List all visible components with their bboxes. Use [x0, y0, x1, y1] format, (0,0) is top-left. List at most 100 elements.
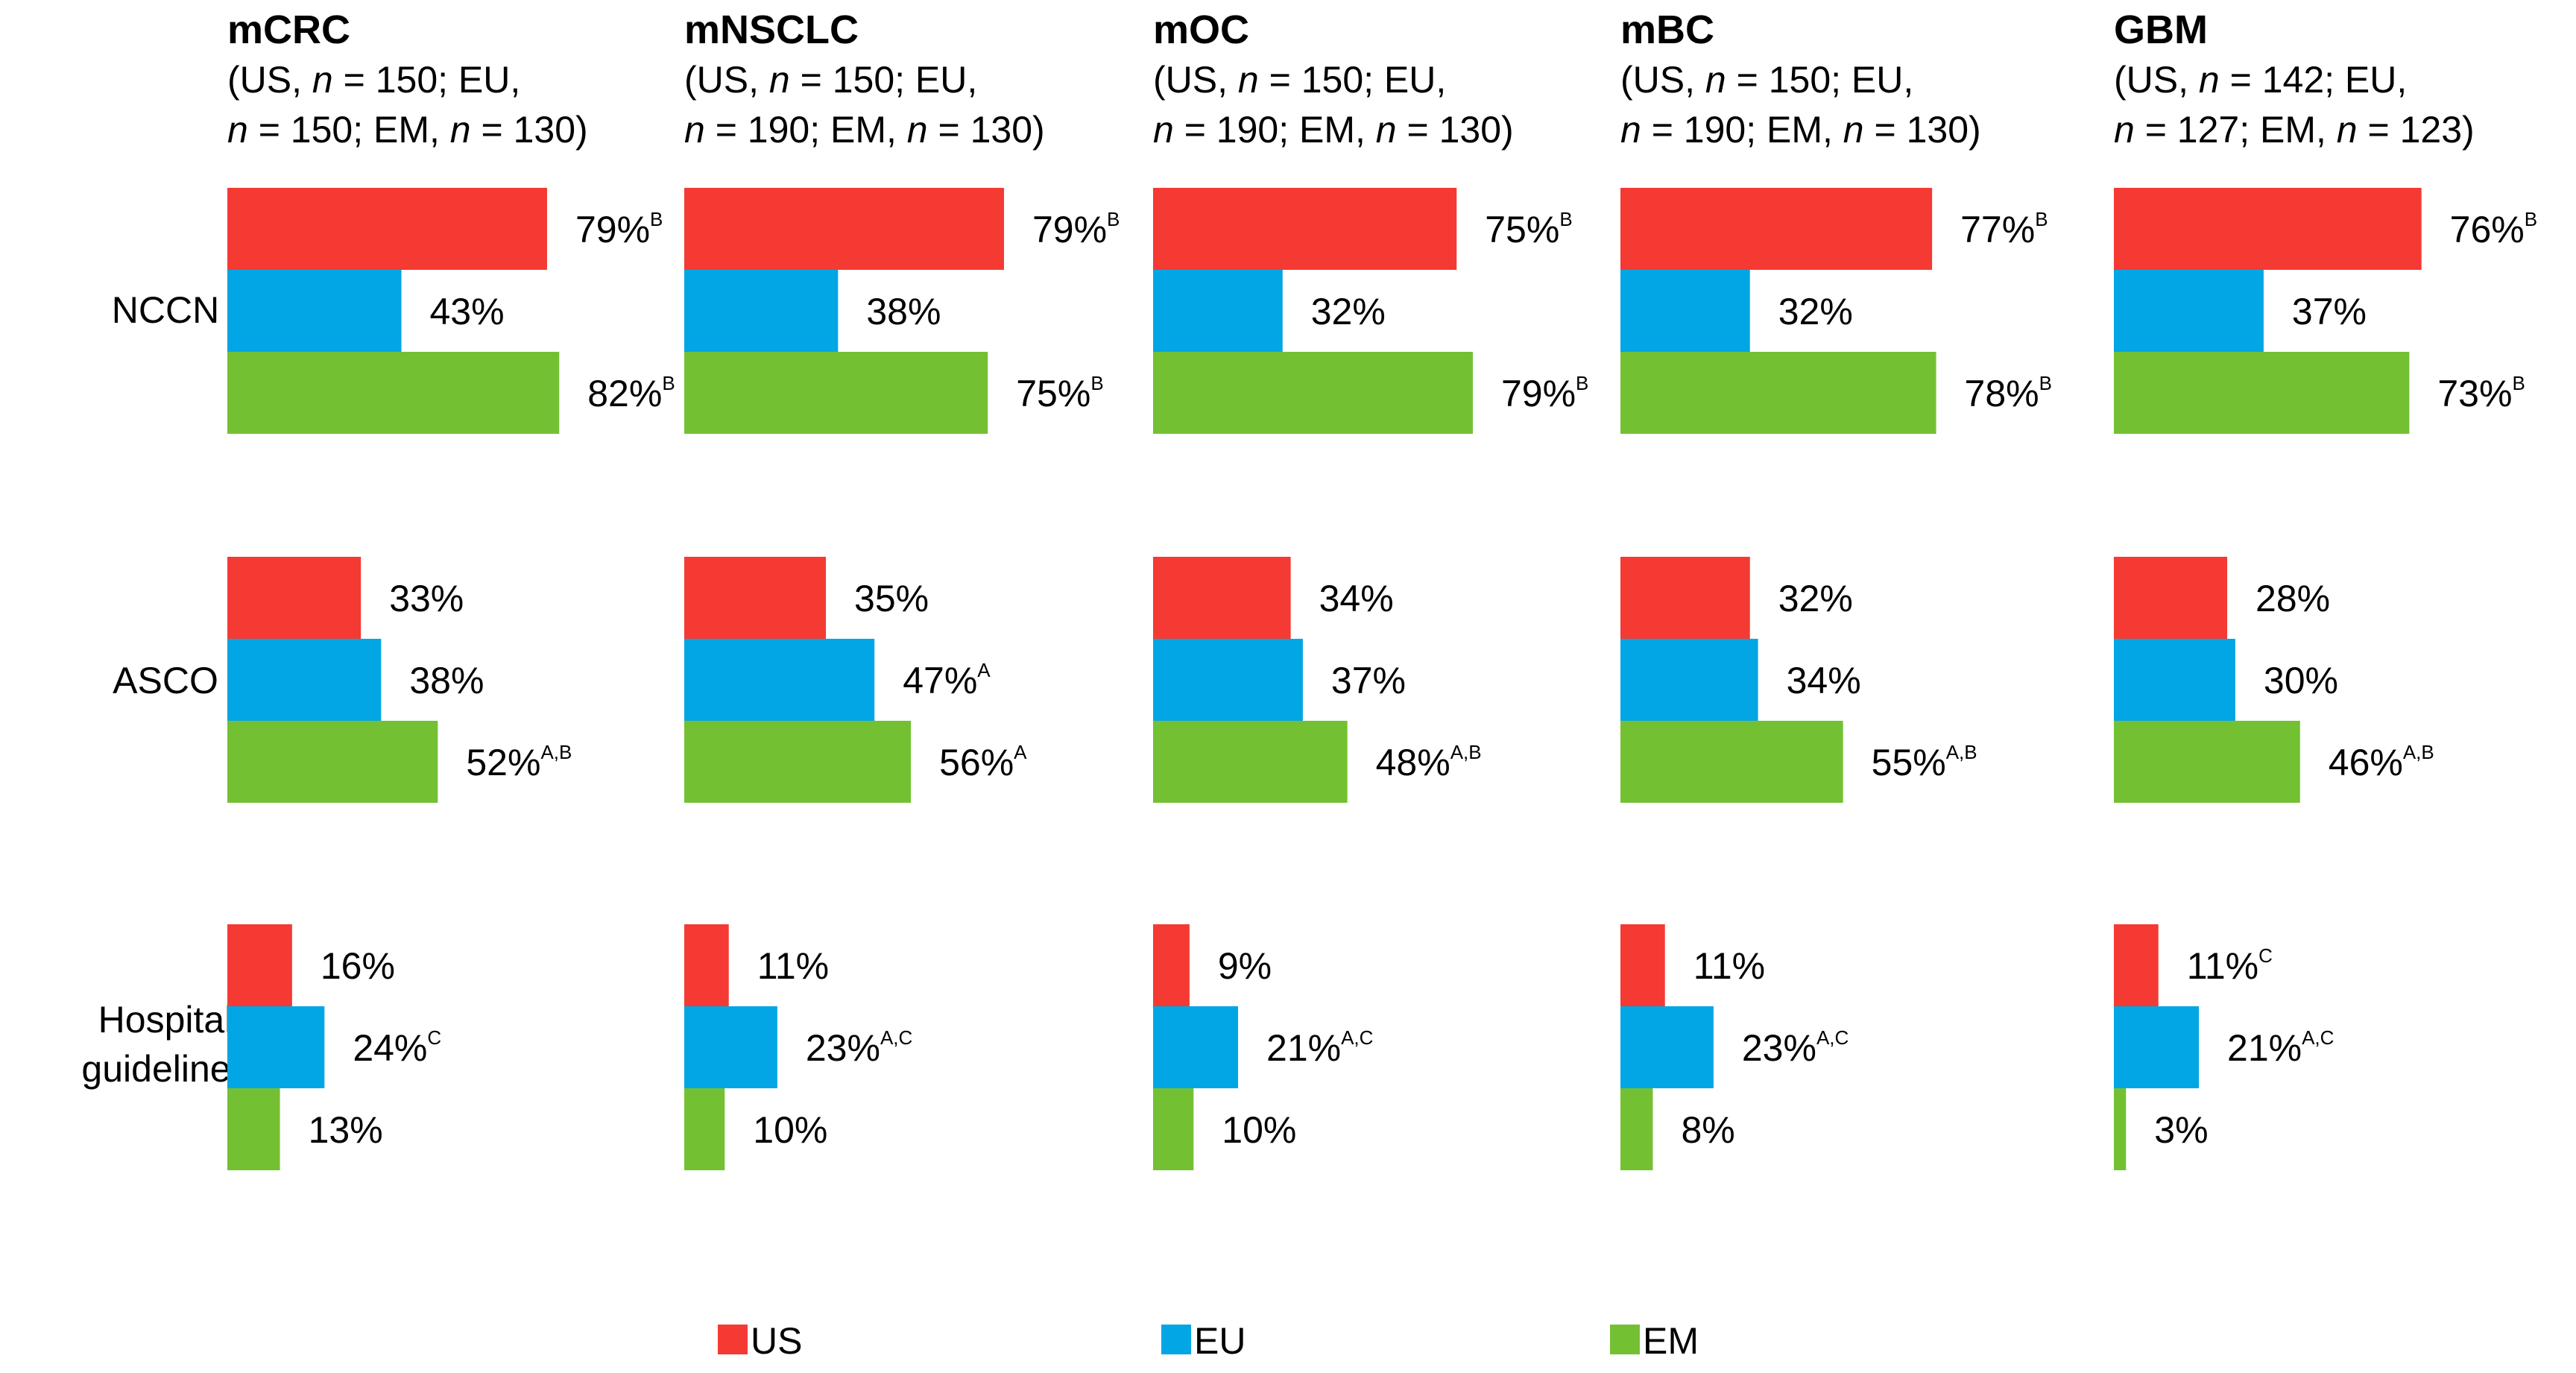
bar-em — [1620, 721, 1843, 803]
bar-em — [1620, 352, 1936, 434]
data-label: 79%B — [1501, 372, 1588, 414]
panel-title: mNSCLC — [684, 7, 859, 52]
panel-title: mBC — [1620, 7, 1714, 52]
bar-us — [1620, 924, 1665, 1006]
bar-em — [684, 721, 912, 803]
bar-eu — [2114, 639, 2235, 721]
data-label: 38% — [866, 291, 941, 332]
data-label: 82%B — [587, 372, 675, 414]
data-label: 11% — [757, 945, 829, 987]
data-label: 30% — [2264, 660, 2338, 701]
data-label: 37% — [1331, 660, 1406, 701]
bar-us — [227, 924, 292, 1006]
bar-us — [684, 188, 1004, 270]
bar-em — [1153, 352, 1473, 434]
data-label: 16% — [321, 945, 395, 987]
bar-em — [227, 721, 438, 803]
panel-subtitle-line: n = 190; EM, n = 130) — [684, 109, 1045, 151]
bar-us — [684, 924, 729, 1006]
legend-swatch-em — [1610, 1325, 1640, 1354]
data-label: 75%B — [1485, 208, 1572, 250]
bar-eu — [2114, 270, 2264, 352]
data-label: 10% — [1222, 1109, 1296, 1151]
bar-us — [1153, 188, 1457, 270]
data-label: 23%A,C — [806, 1026, 912, 1069]
data-label: 8% — [1681, 1109, 1734, 1151]
bar-em — [227, 1088, 280, 1170]
panel-subtitle-line: (US, n = 150; EU, — [1153, 59, 1446, 101]
panel-subtitle-line: (US, n = 142; EU, — [2114, 59, 2407, 101]
bar-us — [1620, 557, 1750, 639]
data-label: 56%A — [939, 741, 1027, 783]
data-label: 37% — [2292, 291, 2367, 332]
data-label: 78%B — [1965, 372, 2052, 414]
bar-us — [227, 557, 362, 639]
row-label-2: Hospital guidelines — [81, 999, 249, 1090]
panel-title: GBM — [2114, 7, 2208, 52]
data-label: 21%A,C — [1266, 1026, 1373, 1069]
bar-eu — [227, 639, 382, 721]
legend-label-em: EM — [1643, 1320, 1699, 1362]
panel-subtitle-line: (US, n = 150; EU, — [1620, 59, 1913, 101]
bar-us — [2114, 188, 2422, 270]
data-label: 35% — [854, 578, 929, 619]
data-label: 33% — [389, 578, 464, 619]
panel-subtitle-line: n = 150; EM, n = 130) — [227, 109, 588, 151]
bar-em — [2114, 1088, 2127, 1170]
data-label: 11%C — [2187, 944, 2273, 987]
bar-eu — [684, 1006, 777, 1088]
bar-eu — [227, 270, 402, 352]
bar-eu — [1153, 639, 1303, 721]
data-label: 32% — [1778, 291, 1853, 332]
bar-eu — [1620, 1006, 1714, 1088]
data-label: 3% — [2154, 1109, 2208, 1151]
data-label: 23%A,C — [1742, 1026, 1849, 1069]
data-label: 46%A,B — [2329, 741, 2434, 783]
data-label: 79%B — [1032, 208, 1120, 250]
bar-em — [2114, 352, 2410, 434]
data-label: 34% — [1319, 578, 1394, 619]
bar-eu — [1620, 270, 1750, 352]
data-label: 77%B — [1960, 208, 2048, 250]
data-label: 9% — [1218, 945, 1272, 987]
bar-eu — [1153, 270, 1283, 352]
bar-eu — [684, 270, 839, 352]
data-label: 28% — [2255, 578, 2330, 619]
data-label: 55%A,B — [1872, 741, 1977, 783]
panel-title: mOC — [1153, 7, 1249, 52]
data-label: 32% — [1311, 291, 1386, 332]
bar-us — [227, 188, 547, 270]
panel-subtitle-line: n = 190; EM, n = 130) — [1153, 109, 1514, 151]
bar-us — [1153, 924, 1190, 1006]
data-label: 32% — [1778, 578, 1853, 619]
data-label: 38% — [409, 660, 484, 701]
data-label: 34% — [1787, 660, 1861, 701]
data-label: 75%B — [1016, 372, 1103, 414]
legend-swatch-us — [718, 1325, 748, 1354]
panel-subtitle-line: n = 190; EM, n = 130) — [1620, 109, 1981, 151]
data-label: 52%A,B — [466, 741, 572, 783]
bar-eu — [1153, 1006, 1239, 1088]
bar-us — [2114, 557, 2228, 639]
bar-us — [684, 557, 827, 639]
data-label: 79%B — [575, 208, 663, 250]
bar-em — [227, 352, 560, 434]
bar-em — [684, 352, 988, 434]
bar-eu — [684, 639, 875, 721]
bar-em — [1153, 1088, 1194, 1170]
data-label: 73%B — [2437, 372, 2525, 414]
data-label: 24%C — [353, 1026, 441, 1069]
bar-us — [1153, 557, 1291, 639]
bar-eu — [227, 1006, 325, 1088]
bar-eu — [2114, 1006, 2200, 1088]
panel-subtitle-line: n = 127; EM, n = 123) — [2114, 109, 2475, 151]
bar-eu — [1620, 639, 1758, 721]
data-label: 10% — [753, 1109, 827, 1151]
data-label: 48%A,B — [1376, 741, 1482, 783]
row-label-1: ASCO — [113, 660, 218, 701]
data-label: 47%A — [903, 659, 991, 701]
data-label: 13% — [309, 1109, 383, 1151]
legend-label-us: US — [751, 1320, 802, 1362]
legend-label-eu: EU — [1194, 1320, 1246, 1362]
bar-em — [2114, 721, 2300, 803]
